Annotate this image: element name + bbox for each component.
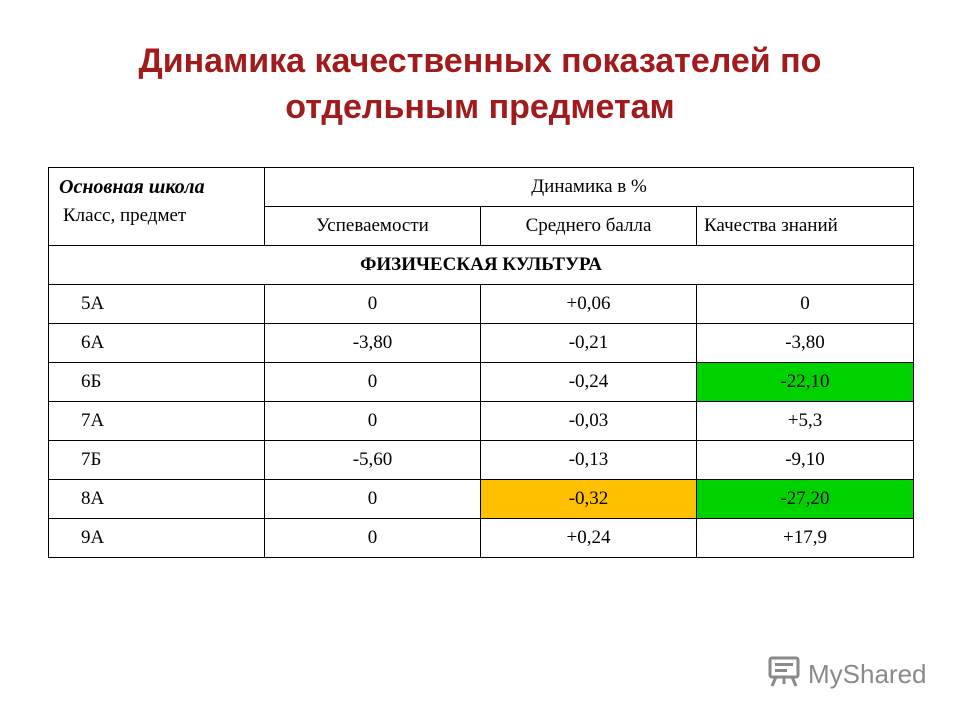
- header-school: Основная школа: [59, 176, 205, 198]
- cell-average: +0,06: [480, 284, 697, 324]
- cell-quality: +5,3: [695, 401, 915, 441]
- header-class-subject: Класс, предмет: [63, 205, 187, 226]
- cell-class: 7Б: [48, 440, 265, 480]
- section-header: ФИЗИЧЕСКАЯ КУЛЬТУРА: [47, 245, 915, 285]
- cell-class: 9А: [48, 518, 265, 558]
- cell-progress: 0: [264, 479, 481, 519]
- header-school-cell: Основная школа Класс, предмет: [48, 167, 265, 246]
- watermark-text: MyShared: [808, 658, 927, 689]
- cell-quality: -9,10: [695, 440, 915, 480]
- table-row: 7А 0 -0,03 +5,3: [48, 401, 915, 441]
- cell-class: 7А: [48, 401, 265, 441]
- table-row: 5А 0 +0,06 0: [48, 284, 915, 324]
- title-line-1: Динамика качественных показателей по: [138, 42, 822, 80]
- cell-progress: 0: [264, 518, 481, 558]
- cell-progress: -5,60: [264, 440, 481, 480]
- cell-average: +0,24: [480, 518, 697, 558]
- cell-quality: -3,80: [695, 323, 915, 363]
- header-dynamics: Динамика в %: [263, 167, 915, 207]
- column-header-quality: Качества знаний: [695, 206, 915, 246]
- cell-quality: +17,9: [695, 518, 915, 558]
- cell-average: -0,13: [480, 440, 697, 480]
- cell-average: -0,24: [480, 362, 697, 402]
- cell-class: 6А: [48, 323, 265, 363]
- cell-progress: 0: [264, 401, 481, 441]
- cell-average: -0,03: [480, 401, 697, 441]
- cell-class: 5А: [48, 284, 265, 324]
- table-row: 9А 0 +0,24 +17,9: [48, 518, 915, 558]
- cell-quality-highlighted: -27,20: [695, 479, 915, 519]
- cell-quality: 0: [695, 284, 915, 324]
- table-row: 6А -3,80 -0,21 -3,80: [48, 323, 915, 363]
- dynamics-table: Основная школа Класс, предмет Динамика в…: [47, 167, 915, 558]
- cell-class: 8А: [48, 479, 265, 519]
- slide-title: Динамика качественных показателей по отд…: [0, 38, 960, 130]
- cell-progress: -3,80: [264, 323, 481, 363]
- presentation-board-icon: [766, 653, 802, 696]
- cell-progress: 0: [264, 284, 481, 324]
- cell-class: 6Б: [48, 362, 265, 402]
- table-row: 8А 0 -0,32 -27,20: [48, 479, 915, 519]
- cell-average-highlighted: -0,32: [480, 479, 697, 519]
- myshared-watermark[interactable]: MyShared: [766, 654, 927, 694]
- column-header-average: Среднего балла: [480, 206, 697, 246]
- cell-average: -0,21: [480, 323, 697, 363]
- title-line-2: отдельным предметам: [285, 88, 675, 126]
- table-row: 6Б 0 -0,24 -22,10: [48, 362, 915, 402]
- table-row: 7Б -5,60 -0,13 -9,10: [48, 440, 915, 480]
- cell-quality-highlighted: -22,10: [695, 362, 915, 402]
- column-header-progress: Успеваемости: [264, 206, 481, 246]
- cell-progress: 0: [264, 362, 481, 402]
